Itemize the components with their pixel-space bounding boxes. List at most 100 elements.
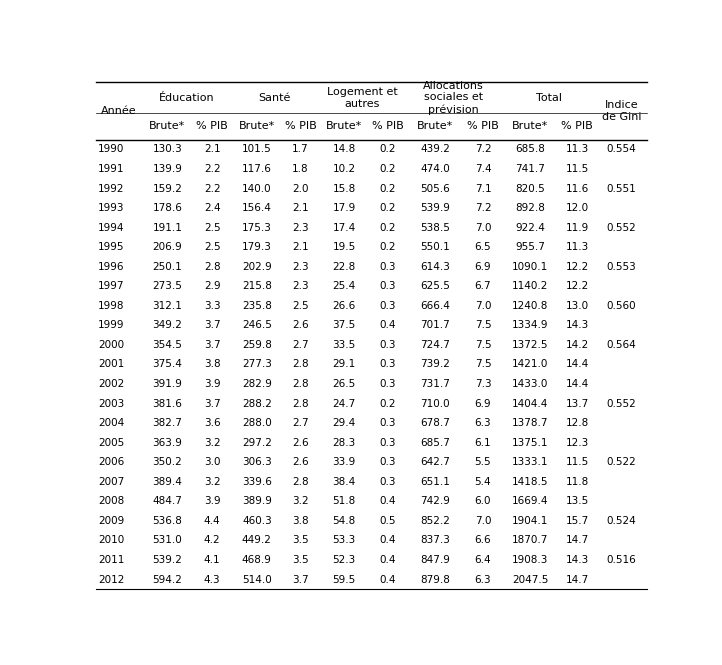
Text: 4.2: 4.2	[204, 535, 220, 545]
Text: 4.1: 4.1	[204, 555, 220, 565]
Text: 1334.9: 1334.9	[512, 321, 548, 331]
Text: 235.8: 235.8	[242, 301, 271, 311]
Text: 2004: 2004	[98, 418, 124, 428]
Text: 2003: 2003	[98, 398, 124, 408]
Text: 2008: 2008	[98, 496, 124, 506]
Text: 3.0: 3.0	[204, 458, 220, 467]
Text: 259.8: 259.8	[242, 340, 271, 350]
Text: Brute*: Brute*	[417, 122, 453, 132]
Text: 0.3: 0.3	[380, 340, 396, 350]
Text: 1421.0: 1421.0	[512, 360, 548, 370]
Text: 0.3: 0.3	[380, 379, 396, 389]
Text: 0.4: 0.4	[380, 496, 396, 506]
Text: 2.3: 2.3	[292, 223, 309, 233]
Text: 3.6: 3.6	[204, 418, 220, 428]
Text: 339.6: 339.6	[242, 477, 271, 487]
Text: 7.0: 7.0	[475, 301, 491, 311]
Text: 2007: 2007	[98, 477, 124, 487]
Text: 0.3: 0.3	[380, 301, 396, 311]
Text: 2001: 2001	[98, 360, 124, 370]
Text: 19.5: 19.5	[333, 242, 356, 252]
Text: 484.7: 484.7	[152, 496, 183, 506]
Text: 14.3: 14.3	[565, 321, 588, 331]
Text: 2.8: 2.8	[292, 398, 309, 408]
Text: 922.4: 922.4	[515, 223, 545, 233]
Text: Éducation: Éducation	[158, 92, 214, 102]
Text: 2.7: 2.7	[292, 418, 309, 428]
Text: 531.0: 531.0	[152, 535, 182, 545]
Text: 14.4: 14.4	[565, 379, 588, 389]
Text: 6.3: 6.3	[474, 418, 491, 428]
Text: Logement et
autres: Logement et autres	[326, 87, 397, 108]
Text: 6.5: 6.5	[474, 242, 491, 252]
Text: 0.3: 0.3	[380, 458, 396, 467]
Text: 7.2: 7.2	[474, 203, 491, 213]
Text: 2012: 2012	[98, 575, 124, 585]
Text: Santé: Santé	[258, 92, 291, 102]
Text: 26.6: 26.6	[333, 301, 356, 311]
Text: 0.4: 0.4	[380, 555, 396, 565]
Text: 955.7: 955.7	[515, 242, 545, 252]
Text: 2.2: 2.2	[204, 164, 220, 174]
Text: 29.4: 29.4	[333, 418, 356, 428]
Text: 536.8: 536.8	[152, 516, 183, 526]
Text: 1333.1: 1333.1	[512, 458, 548, 467]
Text: Brute*: Brute*	[512, 122, 548, 132]
Text: 139.9: 139.9	[152, 164, 183, 174]
Text: 3.8: 3.8	[204, 360, 220, 370]
Text: 12.3: 12.3	[565, 438, 588, 448]
Text: 0.3: 0.3	[380, 477, 396, 487]
Text: 382.7: 382.7	[152, 418, 183, 428]
Text: 1378.7: 1378.7	[512, 418, 548, 428]
Text: % PIB: % PIB	[561, 122, 593, 132]
Text: 2047.5: 2047.5	[512, 575, 548, 585]
Text: 12.8: 12.8	[565, 418, 588, 428]
Text: 1240.8: 1240.8	[512, 301, 548, 311]
Text: 1904.1: 1904.1	[512, 516, 548, 526]
Text: % PIB: % PIB	[467, 122, 499, 132]
Text: 614.3: 614.3	[420, 262, 450, 272]
Text: 6.9: 6.9	[474, 398, 491, 408]
Text: 724.7: 724.7	[420, 340, 450, 350]
Text: 3.7: 3.7	[204, 321, 220, 331]
Text: 288.0: 288.0	[242, 418, 271, 428]
Text: 3.2: 3.2	[204, 477, 220, 487]
Text: 391.9: 391.9	[152, 379, 183, 389]
Text: 0.552: 0.552	[606, 223, 636, 233]
Text: 350.2: 350.2	[152, 458, 182, 467]
Text: 250.1: 250.1	[152, 262, 182, 272]
Text: 0.524: 0.524	[606, 516, 636, 526]
Text: 0.3: 0.3	[380, 262, 396, 272]
Text: 7.3: 7.3	[474, 379, 491, 389]
Text: 1993: 1993	[98, 203, 125, 213]
Text: 288.2: 288.2	[242, 398, 271, 408]
Text: Brute*: Brute*	[326, 122, 362, 132]
Text: 33.9: 33.9	[333, 458, 356, 467]
Text: 2.4: 2.4	[204, 203, 220, 213]
Text: 17.4: 17.4	[333, 223, 356, 233]
Text: 539.2: 539.2	[152, 555, 183, 565]
Text: 2.5: 2.5	[204, 242, 220, 252]
Text: 2.3: 2.3	[292, 262, 309, 272]
Text: 892.8: 892.8	[515, 203, 545, 213]
Text: 306.3: 306.3	[242, 458, 271, 467]
Text: 12.0: 12.0	[565, 203, 588, 213]
Text: 13.7: 13.7	[565, 398, 588, 408]
Text: 11.5: 11.5	[565, 458, 588, 467]
Text: 29.1: 29.1	[333, 360, 356, 370]
Text: 2.1: 2.1	[292, 242, 309, 252]
Text: 439.2: 439.2	[420, 144, 450, 154]
Text: 0.551: 0.551	[606, 184, 636, 194]
Text: 7.4: 7.4	[474, 164, 491, 174]
Text: 52.3: 52.3	[333, 555, 356, 565]
Text: 13.0: 13.0	[565, 301, 588, 311]
Text: 2.8: 2.8	[292, 477, 309, 487]
Text: 0.560: 0.560	[606, 301, 636, 311]
Text: 5.4: 5.4	[474, 477, 491, 487]
Text: 0.4: 0.4	[380, 535, 396, 545]
Text: 14.3: 14.3	[565, 555, 588, 565]
Text: 140.0: 140.0	[242, 184, 271, 194]
Text: 0.2: 0.2	[380, 144, 396, 154]
Text: 1908.3: 1908.3	[512, 555, 548, 565]
Text: 15.8: 15.8	[333, 184, 356, 194]
